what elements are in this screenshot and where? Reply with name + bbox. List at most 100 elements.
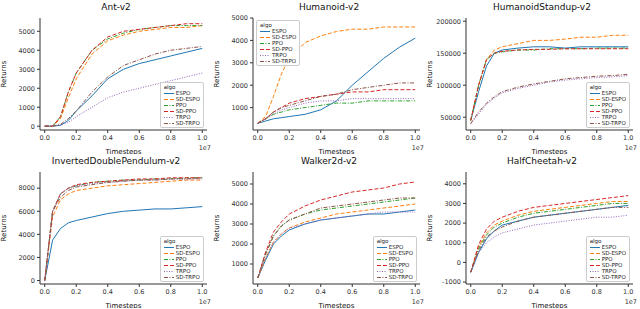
svg-text:0.2: 0.2: [71, 134, 81, 142]
svg-text:0.6: 0.6: [134, 134, 144, 142]
html-text:algo: algo: [163, 84, 176, 90]
svg-text:0: 0: [457, 259, 461, 267]
svg-text:Returns: Returns: [426, 60, 434, 87]
svg-text:4000: 4000: [18, 47, 35, 55]
svg-text:150000: 150000: [436, 50, 461, 58]
svg-text:1000: 1000: [231, 104, 248, 112]
svg-text:Timesteps: Timesteps: [318, 302, 355, 308]
svg-text:200000: 200000: [436, 18, 461, 26]
html-text:1e7: 1e7: [624, 298, 637, 306]
svg-text:4000: 4000: [231, 37, 248, 45]
svg-text:Returns: Returns: [213, 60, 221, 87]
svg-text:0.4: 0.4: [529, 288, 539, 296]
svg-text:0.4: 0.4: [316, 288, 326, 296]
svg-text:Returns: Returns: [213, 214, 221, 241]
html-text:Ant-v2: Ant-v2: [101, 2, 131, 12]
svg-text:0.8: 0.8: [379, 134, 389, 142]
svg-text:1.0: 1.0: [623, 288, 632, 296]
svg-text:0.6: 0.6: [560, 288, 570, 296]
svg-text:6000: 6000: [18, 208, 35, 216]
svg-text:1.0: 1.0: [410, 134, 420, 142]
svg-text:0.6: 0.6: [347, 134, 357, 142]
svg-text:1.0: 1.0: [623, 134, 632, 142]
svg-text:0.6: 0.6: [560, 134, 570, 142]
svg-text:0.0: 0.0: [40, 288, 50, 296]
svg-text:0.6: 0.6: [134, 288, 144, 296]
html-text:SD-PPO: SD-PPO: [175, 108, 197, 114]
html-text:1e7: 1e7: [198, 144, 211, 152]
svg-text:50000: 50000: [440, 114, 461, 122]
html-text:PPO: PPO: [175, 102, 187, 108]
svg-text:0: 0: [31, 277, 35, 285]
svg-text:0.4: 0.4: [529, 134, 539, 142]
svg-text:0.0: 0.0: [40, 134, 50, 142]
html-text:1e7: 1e7: [198, 298, 211, 306]
svg-text:4000: 4000: [231, 200, 248, 208]
html-text:TRPO: TRPO: [175, 114, 191, 120]
svg-text:Timesteps: Timesteps: [531, 148, 568, 154]
html-text:ESPO: ESPO: [175, 90, 191, 96]
html-text:1e7: 1e7: [411, 144, 424, 152]
svg-text:5000: 5000: [231, 14, 248, 22]
svg-text:8000: 8000: [18, 184, 35, 192]
html-text:ESPO: ESPO: [272, 28, 287, 34]
svg-text:3000: 3000: [444, 200, 461, 208]
svg-text:0.0: 0.0: [253, 288, 263, 296]
svg-text:0.8: 0.8: [166, 134, 176, 142]
svg-text:0.2: 0.2: [71, 288, 81, 296]
svg-text:0.2: 0.2: [284, 288, 294, 296]
svg-text:2000: 2000: [444, 219, 461, 227]
svg-text:0.4: 0.4: [316, 134, 326, 142]
svg-text:3000: 3000: [231, 220, 248, 228]
svg-text:1000: 1000: [444, 239, 461, 247]
svg-text:Returns: Returns: [8, 214, 9, 241]
svg-text:0.0: 0.0: [466, 134, 476, 142]
svg-text:5000: 5000: [18, 28, 35, 36]
svg-text:5000: 5000: [231, 180, 248, 188]
svg-text:Timesteps: Timesteps: [318, 148, 355, 154]
html-text:Humanoid-v2: Humanoid-v2: [298, 2, 360, 12]
svg-text:0.8: 0.8: [592, 288, 602, 296]
svg-text:Returns: Returns: [426, 214, 434, 241]
svg-text:Timesteps: Timesteps: [531, 302, 568, 308]
html-text:HumanoidStandup-v2: HumanoidStandup-v2: [493, 2, 591, 12]
svg-text:0.8: 0.8: [592, 134, 602, 142]
svg-text:0.4: 0.4: [103, 288, 113, 296]
svg-text:0.2: 0.2: [284, 134, 294, 142]
svg-text:3000: 3000: [18, 66, 35, 74]
html-text:InvertedDoublePendulum-v2: InvertedDoublePendulum-v2: [51, 156, 181, 166]
svg-text:1.0: 1.0: [410, 288, 420, 296]
svg-text:1000: 1000: [18, 104, 35, 112]
svg-text:2000: 2000: [18, 85, 35, 93]
html-text:SD-TRPO: SD-TRPO: [175, 120, 200, 126]
svg-text:Timesteps: Timesteps: [105, 148, 142, 154]
svg-text:1000: 1000: [231, 260, 248, 268]
html-text:SD-ESPO: SD-ESPO: [175, 96, 200, 102]
svg-text:0.8: 0.8: [166, 288, 176, 296]
svg-text:0.0: 0.0: [466, 288, 476, 296]
html-text:algo: algo: [260, 22, 272, 28]
svg-text:100000: 100000: [436, 82, 461, 90]
svg-text:1.0: 1.0: [197, 134, 207, 142]
html-text:Walker2d-v2: Walker2d-v2: [301, 156, 357, 166]
svg-text:-1000: -1000: [442, 278, 461, 286]
svg-text:Returns: Returns: [8, 60, 9, 87]
svg-text:2000: 2000: [18, 254, 35, 262]
svg-text:4000: 4000: [444, 180, 461, 188]
svg-text:0.2: 0.2: [497, 134, 507, 142]
svg-text:4000: 4000: [18, 231, 35, 239]
svg-text:0.0: 0.0: [253, 134, 263, 142]
svg-text:2000: 2000: [231, 82, 248, 90]
svg-text:Timesteps: Timesteps: [105, 302, 142, 308]
svg-text:1.0: 1.0: [197, 288, 207, 296]
svg-text:3000: 3000: [231, 59, 248, 67]
svg-text:0.4: 0.4: [103, 134, 113, 142]
svg-text:0.6: 0.6: [347, 288, 357, 296]
html-text:HalfCheetah-v2: HalfCheetah-v2: [507, 156, 577, 166]
svg-text:0: 0: [31, 123, 35, 131]
html-text:1e7: 1e7: [624, 144, 637, 152]
svg-text:0.2: 0.2: [497, 288, 507, 296]
svg-text:0.8: 0.8: [379, 288, 389, 296]
svg-text:2000: 2000: [231, 240, 248, 248]
html-text:1e7: 1e7: [411, 298, 424, 306]
